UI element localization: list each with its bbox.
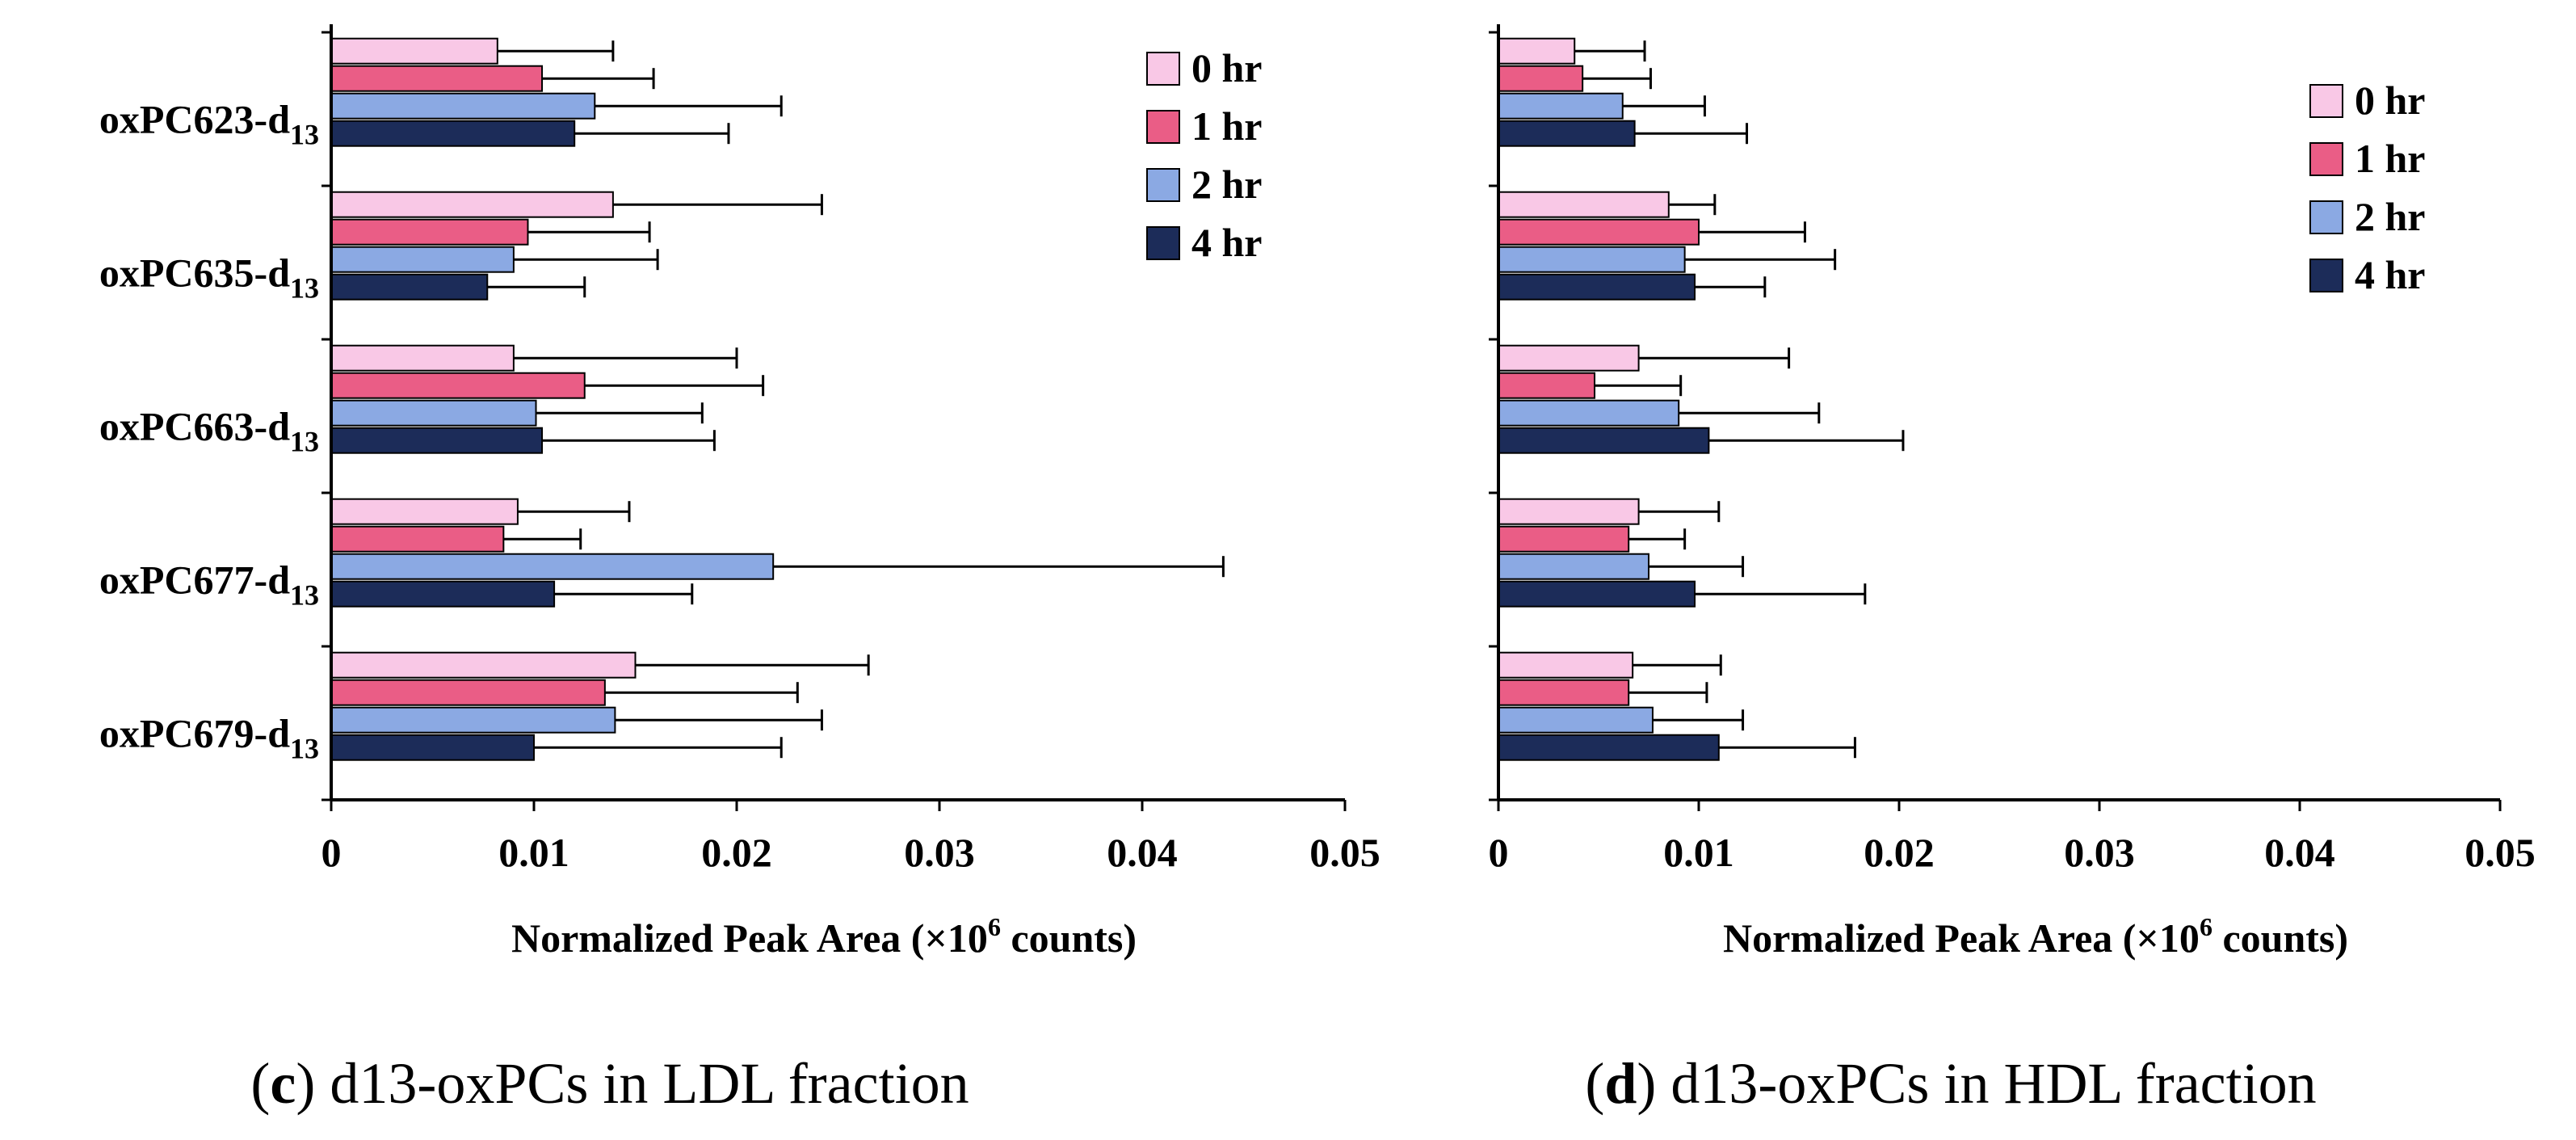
bar-hdl-oxPC679-d13-2hr — [1498, 706, 1654, 734]
x-tick-label-hdl-0.05: 0.05 — [2465, 830, 2536, 875]
bar-ldl-oxPC635-d13-2hr — [330, 246, 515, 273]
bar-ldl-oxPC623-d13-0hr — [330, 37, 498, 65]
legend-label-ldl-1hr: 1 hr — [1191, 103, 1263, 149]
legend-label-ldl-4hr: 4 hr — [1191, 220, 1263, 265]
bar-hdl-oxPC677-d13-2hr — [1498, 553, 1649, 580]
legend-label-hdl-1hr: 1 hr — [2355, 136, 2426, 181]
legend-label-hdl-2hr: 2 hr — [2355, 194, 2426, 239]
bar-ldl-oxPC635-d13-1hr — [330, 218, 529, 246]
category-label-oxPC677-d13: oxPC677-d13 — [99, 557, 319, 611]
bar-ldl-oxPC679-d13-0hr — [330, 651, 637, 679]
bar-ldl-oxPC679-d13-4hr — [330, 734, 535, 761]
x-tick-label-hdl-0.02: 0.02 — [1864, 830, 1935, 875]
legend-label-hdl-4hr: 4 hr — [2355, 252, 2426, 297]
bar-hdl-oxPC677-d13-0hr — [1498, 498, 1640, 525]
x-axis-title-ldl: Normalized Peak Area (×106 counts) — [511, 912, 1137, 961]
legend-swatch-ldl-1hr — [1146, 110, 1180, 144]
bar-hdl-oxPC623-d13-4hr — [1498, 120, 1636, 147]
bar-hdl-oxPC635-d13-1hr — [1498, 218, 1700, 246]
category-label-oxPC623-d13: oxPC623-d13 — [99, 96, 319, 150]
legend-label-ldl-0hr: 0 hr — [1191, 45, 1263, 90]
bar-hdl-oxPC623-d13-2hr — [1498, 92, 1624, 120]
caption-hdl: (d) d13-oxPCs in HDL fraction — [1585, 1051, 2316, 1116]
bar-hdl-oxPC635-d13-2hr — [1498, 246, 1686, 273]
bar-hdl-oxPC635-d13-4hr — [1498, 273, 1696, 301]
legend-swatch-hdl-1hr — [2309, 142, 2343, 176]
legend-swatch-ldl-2hr — [1146, 168, 1180, 202]
bar-hdl-oxPC663-d13-4hr — [1498, 427, 1710, 454]
bar-ldl-oxPC635-d13-0hr — [330, 191, 614, 218]
bar-hdl-oxPC635-d13-0hr — [1498, 191, 1670, 218]
x-tick-label-hdl-0: 0 — [1489, 830, 1509, 875]
bar-ldl-oxPC663-d13-1hr — [330, 372, 586, 399]
bar-hdl-oxPC663-d13-2hr — [1498, 399, 1680, 427]
bar-ldl-oxPC677-d13-4hr — [330, 580, 556, 608]
x-tick-label-hdl-0.01: 0.01 — [1663, 830, 1734, 875]
bar-hdl-oxPC663-d13-1hr — [1498, 372, 1596, 399]
x-tick-label-ldl-0.05: 0.05 — [1309, 830, 1380, 875]
bar-ldl-oxPC663-d13-2hr — [330, 399, 537, 427]
bar-ldl-oxPC663-d13-4hr — [330, 427, 544, 454]
bar-ldl-oxPC623-d13-2hr — [330, 92, 596, 120]
legend-swatch-hdl-4hr — [2309, 259, 2343, 292]
bar-ldl-oxPC679-d13-2hr — [330, 706, 616, 734]
caption-ldl: (c) d13-oxPCs in LDL fraction — [250, 1051, 969, 1116]
x-tick-label-ldl-0.02: 0.02 — [701, 830, 772, 875]
bar-ldl-oxPC635-d13-4hr — [330, 273, 489, 301]
bar-ldl-oxPC677-d13-1hr — [330, 525, 505, 553]
legend-label-hdl-0hr: 0 hr — [2355, 78, 2426, 123]
bar-hdl-oxPC677-d13-1hr — [1498, 525, 1630, 553]
bar-ldl-oxPC663-d13-0hr — [330, 344, 515, 372]
bar-hdl-oxPC679-d13-0hr — [1498, 651, 1634, 679]
legend-swatch-ldl-0hr — [1146, 52, 1180, 86]
bar-hdl-oxPC623-d13-1hr — [1498, 65, 1584, 92]
x-tick-label-hdl-0.04: 0.04 — [2264, 830, 2335, 875]
category-label-oxPC635-d13: oxPC635-d13 — [99, 250, 319, 304]
x-axis-title-hdl: Normalized Peak Area (×106 counts) — [1723, 912, 2348, 961]
legend-label-ldl-2hr: 2 hr — [1191, 162, 1263, 207]
bar-hdl-oxPC677-d13-4hr — [1498, 580, 1696, 608]
bar-ldl-oxPC677-d13-0hr — [330, 498, 519, 525]
bar-ldl-oxPC679-d13-1hr — [330, 679, 606, 706]
x-tick-label-ldl-0.01: 0.01 — [498, 830, 569, 875]
legend-swatch-ldl-4hr — [1146, 226, 1180, 260]
bar-ldl-oxPC623-d13-4hr — [330, 120, 576, 147]
x-tick-label-ldl-0: 0 — [321, 830, 342, 875]
category-label-oxPC663-d13: oxPC663-d13 — [99, 403, 319, 457]
legend-swatch-hdl-0hr — [2309, 84, 2343, 118]
chart-panel-hdl: 0 0.01 0.02 0.03 0.04 0.05 0 hr 1 hr 2 hr 4 hr — [1489, 24, 2536, 875]
bar-hdl-oxPC663-d13-0hr — [1498, 344, 1640, 372]
x-tick-label-hdl-0.03: 0.03 — [2064, 830, 2135, 875]
x-tick-label-ldl-0.03: 0.03 — [904, 830, 975, 875]
bar-ldl-oxPC677-d13-2hr — [330, 553, 775, 580]
bar-hdl-oxPC679-d13-1hr — [1498, 679, 1630, 706]
legend-swatch-hdl-2hr — [2309, 200, 2343, 234]
category-label-oxPC679-d13: oxPC679-d13 — [99, 710, 319, 764]
bar-hdl-oxPC623-d13-0hr — [1498, 37, 1576, 65]
x-tick-label-ldl-0.04: 0.04 — [1107, 830, 1178, 875]
chart-panel-ldl: oxPC623-d13 oxPC635-d13 oxPC663-d13 oxPC677… — [99, 24, 1380, 875]
bar-hdl-oxPC679-d13-4hr — [1498, 734, 1720, 761]
bar-ldl-oxPC623-d13-1hr — [330, 65, 544, 92]
